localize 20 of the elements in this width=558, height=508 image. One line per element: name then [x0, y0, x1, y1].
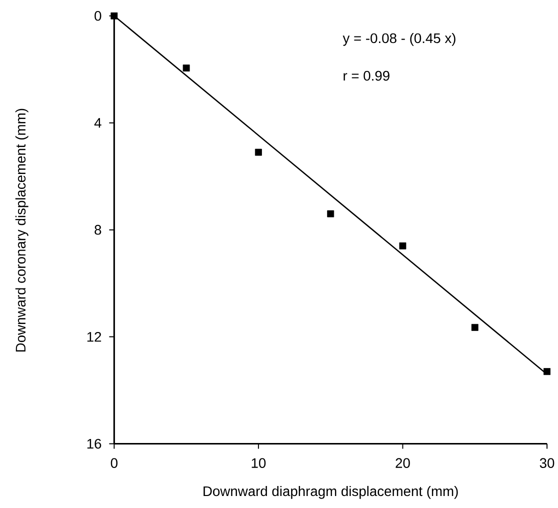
- y-tick-label: 16: [87, 438, 102, 449]
- y-tick-label: 0: [94, 10, 102, 21]
- point: [327, 210, 334, 218]
- x-tick-label: 20: [396, 458, 410, 468]
- point: [544, 368, 550, 375]
- point: [254, 148, 262, 156]
- y-tick-label: 8: [94, 224, 102, 235]
- annotation: y = -0.08 - (0.45 x): [342, 32, 456, 46]
- point: [471, 324, 478, 331]
- x-tick-label: 30: [540, 458, 554, 468]
- x-axis-title: Downward diaphragm displacement (mm): [204, 486, 458, 499]
- x-tick-label: 10: [252, 458, 266, 468]
- point: [399, 242, 406, 250]
- x-tick-label: 0: [110, 458, 118, 468]
- point: [110, 12, 118, 20]
- point: [182, 64, 190, 72]
- annotation: r = 0.99: [344, 70, 390, 81]
- y-tick-label: 4: [94, 118, 102, 128]
- y-axis-title: Downward coronary displacement (mm): [15, 108, 28, 352]
- y-tick-label: 12: [87, 332, 102, 342]
